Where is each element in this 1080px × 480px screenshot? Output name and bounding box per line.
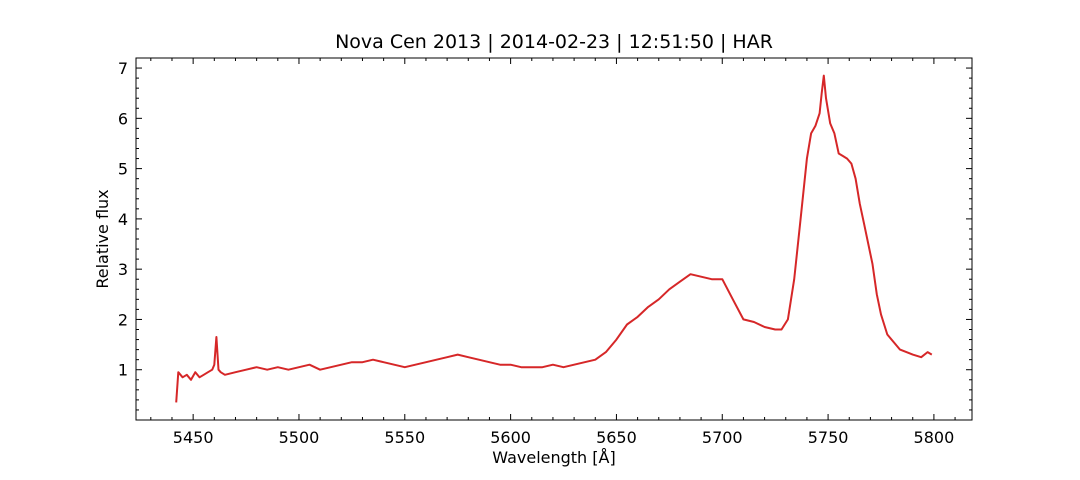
x-tick-label: 5800 <box>914 428 955 447</box>
x-tick-label: 5650 <box>596 428 637 447</box>
chart-title: Nova Cen 2013 | 2014-02-23 | 12:51:50 | … <box>335 31 773 53</box>
x-tick-label: 5600 <box>490 428 531 447</box>
x-tick-label: 5750 <box>808 428 849 447</box>
y-tick-label: 5 <box>118 160 128 179</box>
y-tick-label: 2 <box>118 310 128 329</box>
x-tick-label: 5450 <box>173 428 214 447</box>
y-tick-label: 7 <box>118 59 128 78</box>
y-tick-label: 6 <box>118 109 128 128</box>
y-tick-label: 3 <box>118 260 128 279</box>
spectrum-line <box>175 74 933 403</box>
axes-frame <box>135 57 973 421</box>
y-axis-label: Relative flux <box>93 189 112 288</box>
x-tick-label: 5700 <box>702 428 743 447</box>
x-tick-label: 5500 <box>279 428 320 447</box>
y-tick-label: 1 <box>118 361 128 380</box>
y-tick-label: 4 <box>118 210 128 229</box>
x-axis-label: Wavelength [Å] <box>492 448 615 467</box>
x-tick-label: 5550 <box>384 428 425 447</box>
plot-area <box>175 74 933 403</box>
